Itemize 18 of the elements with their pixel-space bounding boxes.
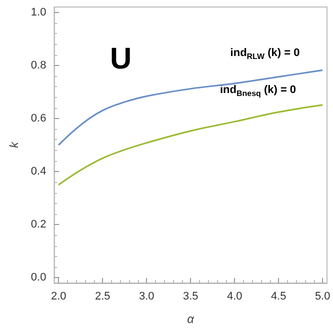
x-tick-label: 2.5 (94, 290, 110, 302)
y-tick-label: 0.8 (30, 59, 46, 72)
line-series (58, 69, 324, 146)
y-tick-label: 0.6 (30, 112, 46, 124)
y-tick-label: 1.0 (30, 6, 46, 18)
y-tick-label: 0.2 (30, 218, 46, 231)
x-tick-label: 3.0 (138, 290, 154, 302)
x-tick-label: 4.0 (226, 290, 242, 302)
x-tick-label: 4.5 (270, 290, 286, 302)
annotation: U (110, 42, 132, 76)
y-tick-label: 0.0 (30, 272, 46, 284)
y-tick-label: 0.4 (30, 166, 46, 178)
x-tick-label: 3.5 (182, 290, 198, 302)
y-axis-title: k (7, 141, 21, 148)
x-axis-title: α (187, 312, 196, 326)
line-series (58, 104, 324, 186)
x-tick-label: 5.0 (314, 290, 330, 302)
x-tick-label: 2.0 (50, 290, 66, 302)
